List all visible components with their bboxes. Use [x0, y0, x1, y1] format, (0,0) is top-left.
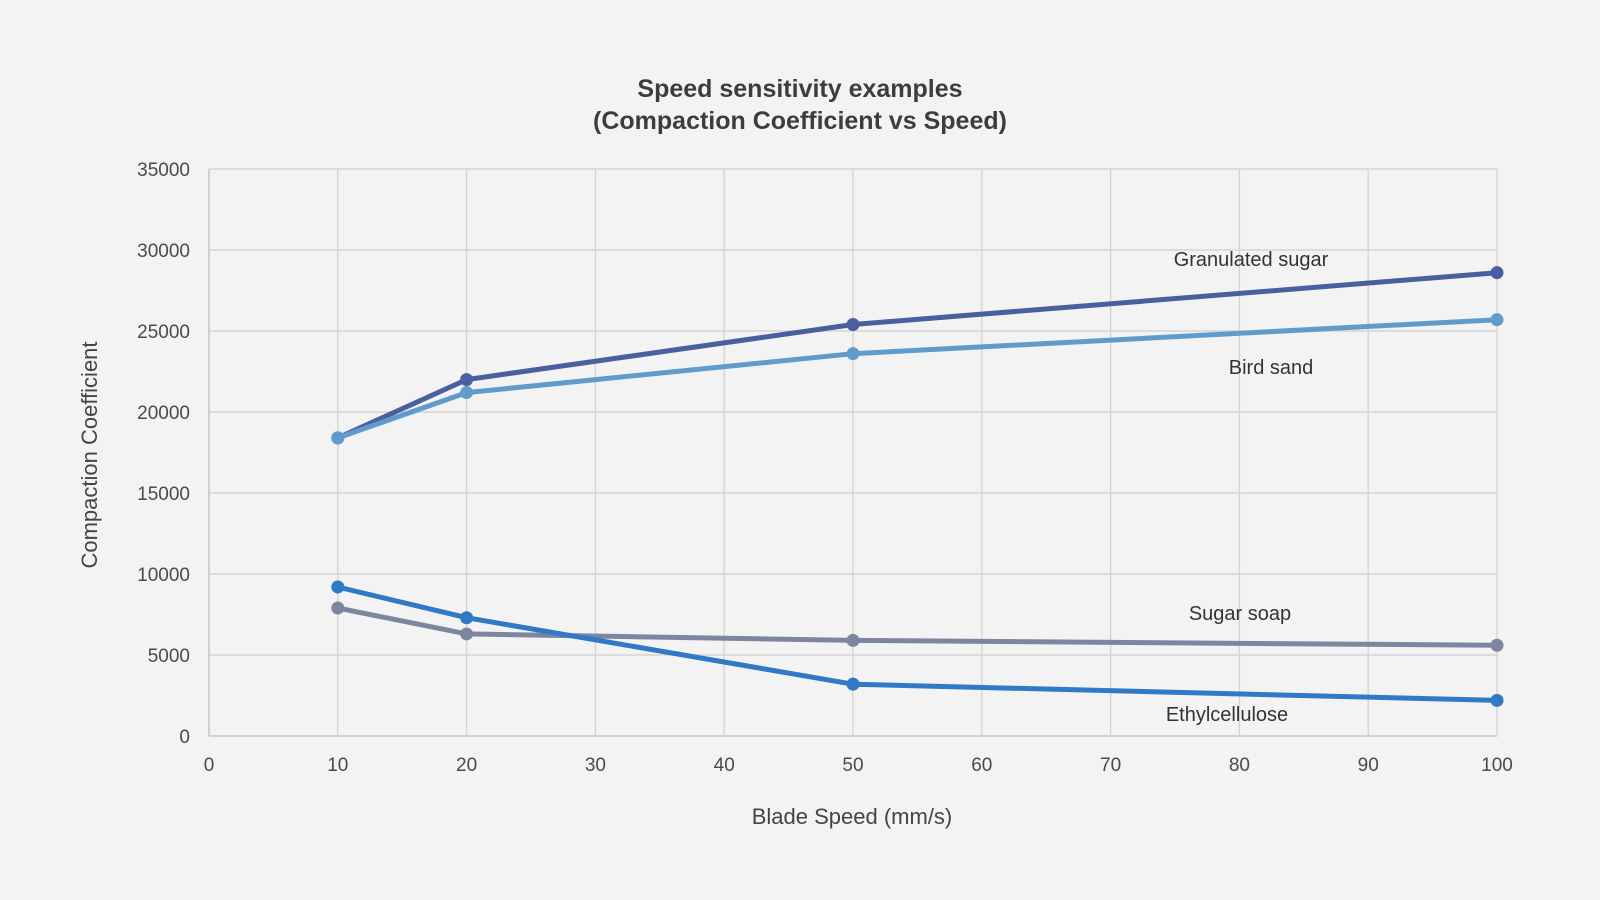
x-tick-label-70: 70 — [1100, 755, 1121, 776]
y-axis-label: Compaction Coefficient — [77, 341, 102, 568]
data-point-ethylcellulose-100 — [1490, 693, 1504, 707]
data-point-ethylcellulose-20 — [460, 611, 474, 625]
data-point-sugar-soap-50 — [846, 633, 860, 647]
data-point-bird-sand-10 — [331, 431, 345, 445]
chart-title-line-2: (Compaction Coefficient vs Speed) — [593, 107, 1007, 135]
data-point-granulated-sugar-100 — [1490, 266, 1504, 280]
x-tick-label-40: 40 — [714, 755, 735, 776]
data-point-ethylcellulose-50 — [846, 677, 860, 691]
x-axis-label: Blade Speed (mm/s) — [752, 804, 953, 829]
x-tick-label-90: 90 — [1358, 755, 1379, 776]
data-point-ethylcellulose-10 — [331, 580, 345, 594]
series-label-ethylcellulose: Ethylcellulose — [1166, 704, 1288, 726]
x-tick-label-60: 60 — [971, 755, 992, 776]
series-label-bird-sand: Bird sand — [1229, 357, 1314, 379]
series-line-sugar-soap — [335, 605, 1500, 648]
x-tick-label-50: 50 — [842, 755, 863, 776]
data-point-sugar-soap-10 — [331, 601, 345, 615]
data-point-bird-sand-50 — [846, 347, 860, 361]
y-tick-label-15000: 15000 — [137, 484, 190, 505]
y-tick-label-20000: 20000 — [137, 403, 190, 424]
data-point-granulated-sugar-50 — [846, 318, 860, 332]
x-tick-label-0: 0 — [204, 755, 215, 776]
x-tick-label-100: 100 — [1481, 755, 1513, 776]
data-point-sugar-soap-20 — [460, 627, 474, 641]
series-sugar-soap — [331, 601, 1504, 652]
x-tick-labels: 0 10 20 30 40 50 60 70 80 90 100 — [204, 755, 1513, 776]
data-point-sugar-soap-100 — [1490, 638, 1504, 652]
series-granulated-sugar — [331, 266, 1504, 445]
chart-title-line-1: Speed sensitivity examples — [637, 75, 962, 103]
y-tick-label-35000: 35000 — [137, 160, 190, 181]
series — [331, 266, 1504, 707]
series-labels: Granulated sugar Bird sand Sugar soap Ethyl… — [1166, 249, 1329, 726]
data-point-bird-sand-100 — [1490, 313, 1504, 327]
x-tick-label-20: 20 — [456, 755, 477, 776]
y-tick-labels: 0 5000 10000 15000 20000 25000 30000 35000 — [137, 160, 190, 748]
series-line-ethylcellulose — [335, 584, 1500, 703]
y-tick-label-5000: 5000 — [148, 646, 190, 667]
y-tick-label-25000: 25000 — [137, 322, 190, 343]
series-line-granulated-sugar — [335, 270, 1500, 441]
y-tick-label-10000: 10000 — [137, 565, 190, 586]
x-tick-label-80: 80 — [1229, 755, 1250, 776]
series-line-bird-sand — [335, 317, 1500, 441]
y-tick-label-30000: 30000 — [137, 241, 190, 262]
series-label-granulated-sugar: Granulated sugar — [1174, 249, 1329, 271]
series-label-sugar-soap: Sugar soap — [1189, 603, 1291, 625]
data-point-bird-sand-20 — [460, 386, 474, 400]
data-point-granulated-sugar-20 — [460, 373, 474, 387]
series-ethylcellulose — [331, 580, 1504, 707]
series-bird-sand — [331, 313, 1504, 445]
x-tick-label-30: 30 — [585, 755, 606, 776]
x-tick-label-10: 10 — [327, 755, 348, 776]
y-tick-label-0: 0 — [179, 727, 190, 748]
